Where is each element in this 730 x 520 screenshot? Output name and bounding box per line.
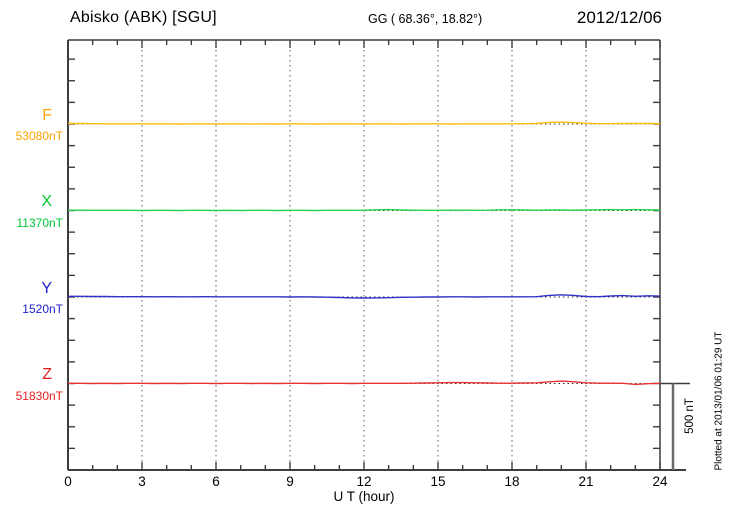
x-axis-label: U T (hour)	[333, 489, 395, 504]
plotted-timestamp-note: Plotted at 2013/01/06 01:29 UT	[713, 331, 725, 471]
trace-F	[68, 121, 661, 125]
trace-Z	[68, 380, 661, 386]
x-tick-label-15: 15	[430, 474, 446, 489]
x-tick-label-12: 12	[356, 474, 372, 489]
x-tick-label-21: 21	[578, 474, 594, 489]
x-tick-label-24: 24	[652, 474, 668, 489]
x-tick-label-0: 0	[64, 474, 72, 489]
component-letter: X	[41, 193, 52, 210]
component-base-value: 1520nT	[22, 302, 63, 316]
component-letter: Y	[41, 279, 52, 297]
component-base-value: 51830nT	[15, 388, 63, 403]
x-tick-label-9: 9	[286, 474, 294, 489]
component-letter: F	[42, 106, 52, 124]
component-base-value: 11370nT	[16, 215, 63, 230]
x-tick-label-6: 6	[212, 474, 220, 489]
trace-Y	[68, 294, 661, 299]
scale-bar-label: 500 nT	[684, 398, 696, 434]
x-tick-label-18: 18	[504, 474, 520, 489]
component-letter: Z	[42, 366, 52, 383]
geographic-coordinates: GG ( 68.36°, 18.82°)	[368, 12, 483, 26]
component-base-value: 53080nT	[15, 129, 63, 143]
trace-X	[68, 208, 661, 212]
x-tick-label-3: 3	[138, 474, 146, 489]
station-title: Abisko (ABK) [SGU]	[70, 9, 217, 26]
plot-date: 2012/12/06	[576, 8, 662, 27]
